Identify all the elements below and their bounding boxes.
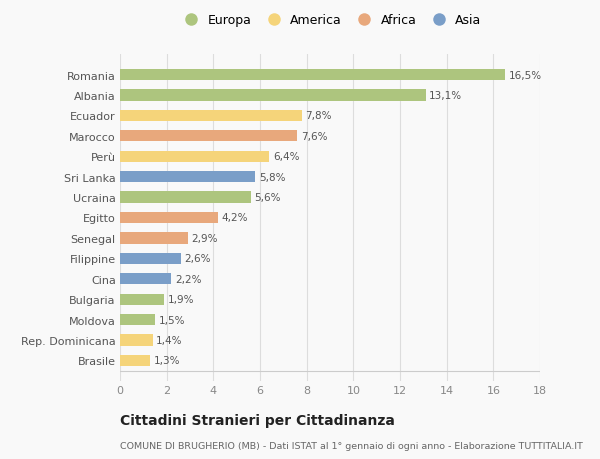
Text: 1,4%: 1,4% — [156, 335, 182, 345]
Text: Cittadini Stranieri per Cittadinanza: Cittadini Stranieri per Cittadinanza — [120, 413, 395, 427]
Bar — [120, 131, 298, 142]
Bar — [120, 151, 269, 162]
Bar — [120, 213, 218, 224]
Text: 2,6%: 2,6% — [184, 254, 211, 264]
Text: 1,3%: 1,3% — [154, 356, 181, 365]
Bar — [120, 294, 164, 305]
Bar — [120, 253, 181, 264]
Text: 16,5%: 16,5% — [508, 71, 542, 80]
Bar — [120, 172, 256, 183]
Bar — [120, 192, 251, 203]
Legend: Europa, America, Africa, Asia: Europa, America, Africa, Asia — [173, 9, 487, 32]
Text: 1,5%: 1,5% — [158, 315, 185, 325]
Bar — [120, 335, 152, 346]
Bar — [120, 355, 151, 366]
Text: 1,9%: 1,9% — [168, 295, 194, 304]
Bar — [120, 70, 505, 81]
Text: 6,4%: 6,4% — [273, 152, 299, 162]
Text: 7,8%: 7,8% — [305, 111, 332, 121]
Text: 2,9%: 2,9% — [191, 233, 218, 243]
Text: 7,6%: 7,6% — [301, 132, 328, 141]
Bar — [120, 274, 172, 285]
Bar — [120, 233, 188, 244]
Text: 4,2%: 4,2% — [221, 213, 248, 223]
Text: COMUNE DI BRUGHERIO (MB) - Dati ISTAT al 1° gennaio di ogni anno - Elaborazione : COMUNE DI BRUGHERIO (MB) - Dati ISTAT al… — [120, 441, 583, 450]
Bar — [120, 90, 425, 101]
Bar — [120, 314, 155, 325]
Text: 2,2%: 2,2% — [175, 274, 202, 284]
Text: 5,6%: 5,6% — [254, 193, 281, 203]
Text: 13,1%: 13,1% — [429, 91, 462, 101]
Text: 5,8%: 5,8% — [259, 172, 286, 182]
Bar — [120, 111, 302, 122]
